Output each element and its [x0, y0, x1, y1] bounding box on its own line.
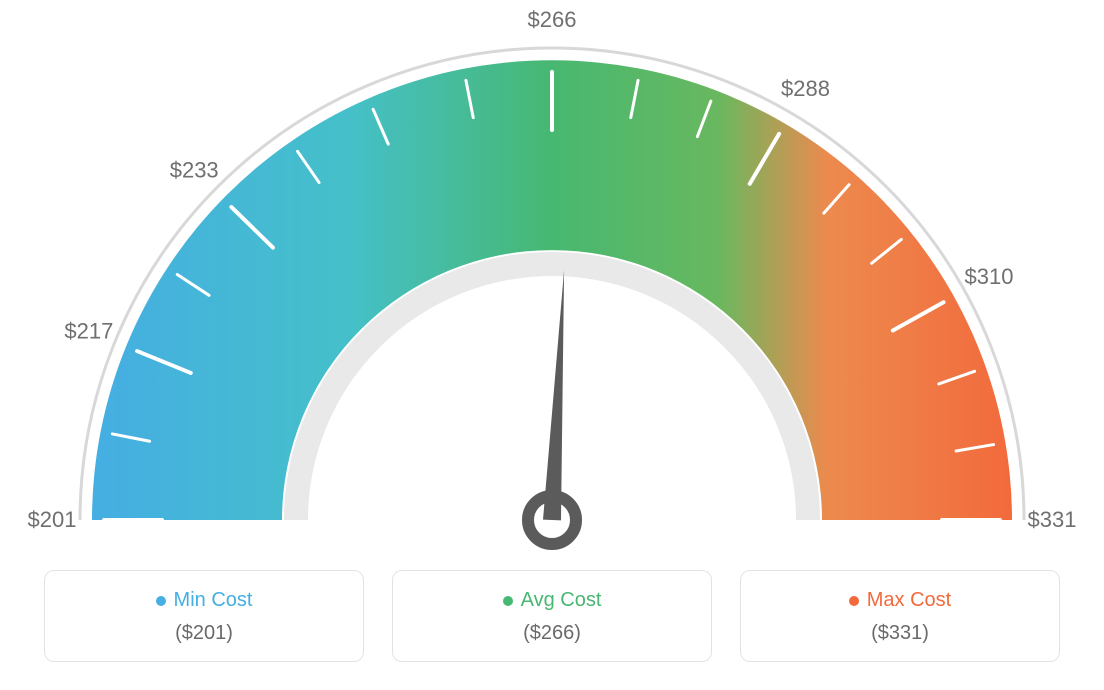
legend-card-avg: Avg Cost ($266)	[392, 570, 712, 662]
legend-row: Min Cost ($201) Avg Cost ($266) Max Cost…	[0, 570, 1104, 662]
legend-value-min: ($201)	[55, 622, 353, 645]
gauge-svg: $201 $217 $233 $266 $288 $310 $331	[0, 0, 1104, 560]
svg-text:$310: $310	[965, 264, 1014, 289]
legend-title-avg: Avg Cost	[521, 589, 602, 612]
legend-title-row: Min Cost	[55, 589, 353, 612]
legend-dot-avg	[503, 596, 513, 606]
svg-text:$233: $233	[170, 158, 219, 183]
svg-text:$266: $266	[528, 7, 577, 32]
svg-text:$201: $201	[28, 507, 77, 532]
svg-text:$331: $331	[1028, 507, 1077, 532]
legend-dot-min	[156, 596, 166, 606]
legend-value-max: ($331)	[751, 622, 1049, 645]
legend-title-row: Avg Cost	[403, 589, 701, 612]
legend-card-min: Min Cost ($201)	[44, 570, 364, 662]
svg-text:$217: $217	[64, 318, 113, 343]
gauge-chart: $201 $217 $233 $266 $288 $310 $331	[0, 0, 1104, 560]
legend-title-row: Max Cost	[751, 589, 1049, 612]
legend-dot-max	[849, 596, 859, 606]
legend-title-min: Min Cost	[174, 589, 253, 612]
svg-text:$288: $288	[781, 76, 830, 101]
legend-card-max: Max Cost ($331)	[740, 570, 1060, 662]
legend-value-avg: ($266)	[403, 622, 701, 645]
legend-title-max: Max Cost	[867, 589, 951, 612]
